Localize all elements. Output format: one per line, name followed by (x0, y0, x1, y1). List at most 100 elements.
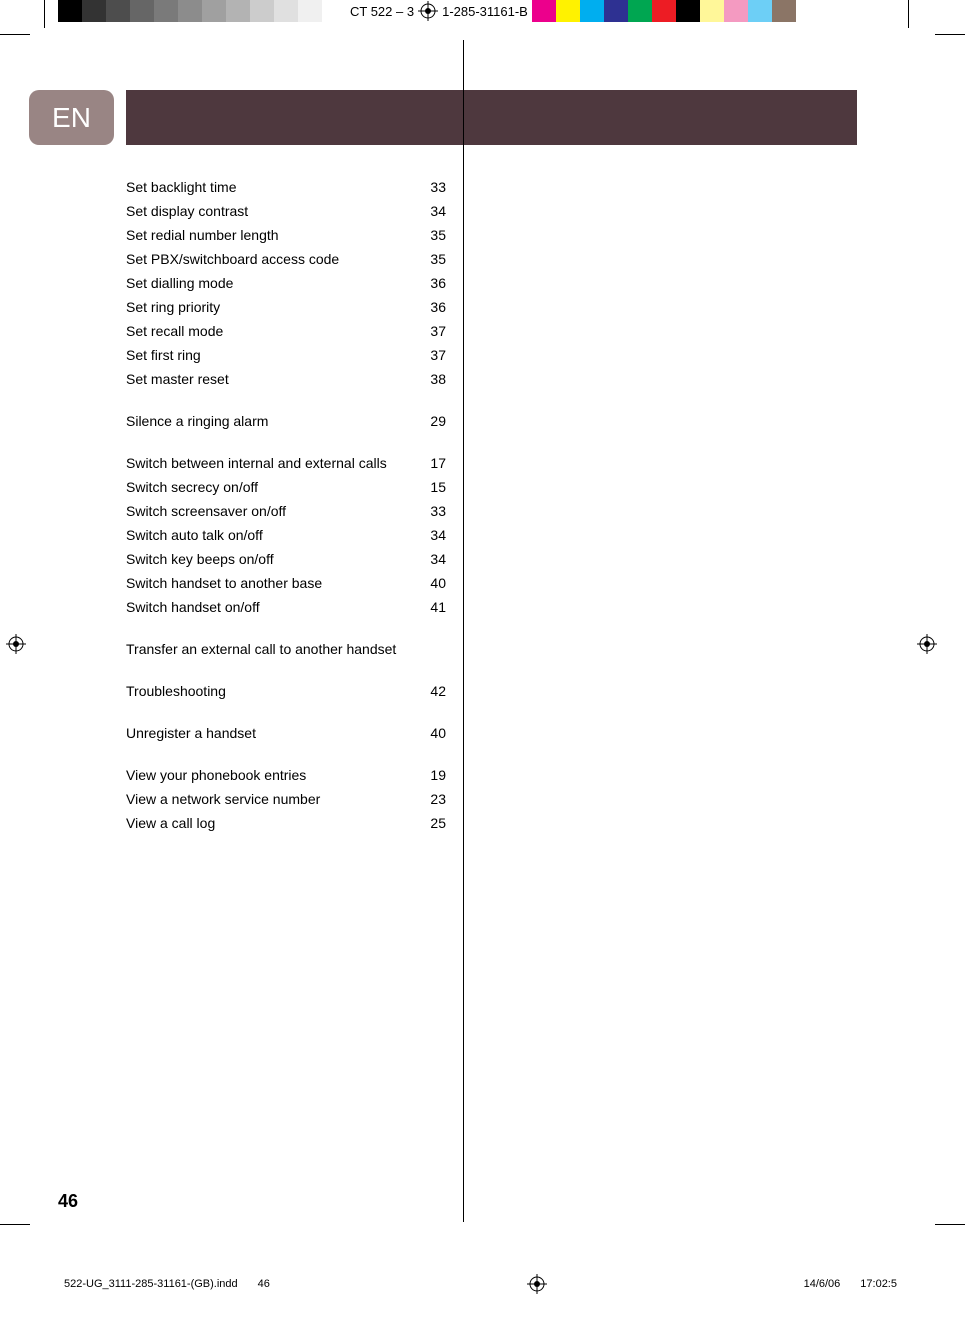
swatch (154, 0, 178, 22)
swatch (676, 0, 700, 22)
index-row: Set dialling mode36 (126, 271, 446, 295)
swatch (604, 0, 628, 22)
index-label: Switch secrecy on/off (126, 475, 416, 499)
index-row: Transfer an external call to another han… (126, 637, 446, 661)
index-group: Unregister a handset40 (126, 721, 446, 745)
index-row: Set recall mode37 (126, 319, 446, 343)
swatch (772, 0, 796, 22)
language-badge: EN (29, 90, 114, 145)
swatch (700, 0, 724, 22)
swatch (178, 0, 202, 22)
crop-mark (0, 34, 30, 64)
index-page: 29 (416, 409, 446, 433)
footer-page: 46 (258, 1278, 270, 1290)
index-page: 38 (416, 367, 446, 391)
index-label: Silence a ringing alarm (126, 409, 416, 433)
index-page (416, 637, 446, 661)
index-page: 23 (416, 787, 446, 811)
index-page: 15 (416, 475, 446, 499)
swatch (202, 0, 226, 22)
registration-mark-left (6, 634, 26, 659)
index-group: Transfer an external call to another han… (126, 637, 446, 661)
index-row: View your phonebook entries19 (126, 763, 446, 787)
swatch (748, 0, 772, 22)
index-page: 34 (416, 199, 446, 223)
index-row: Troubleshooting42 (126, 679, 446, 703)
index-page: 36 (416, 271, 446, 295)
registration-mark-icon (527, 1274, 547, 1294)
page-content: EN Set backlight time33Set display contr… (44, 40, 909, 1250)
index-label: Set display contrast (126, 199, 416, 223)
swatch (106, 0, 130, 22)
index-label: Switch handset to another base (126, 571, 416, 595)
index-label: Set ring priority (126, 295, 416, 319)
grayscale-swatches (58, 0, 346, 22)
index-label: Switch auto talk on/off (126, 523, 416, 547)
crop-mark (44, 0, 45, 28)
swatch (58, 0, 82, 22)
index-group: Switch between internal and external cal… (126, 451, 446, 619)
swatch (652, 0, 676, 22)
index-row: Set PBX/switchboard access code35 (126, 247, 446, 271)
swatch (556, 0, 580, 22)
swatch (82, 0, 106, 22)
index-row: Silence a ringing alarm29 (126, 409, 446, 433)
index-row: View a call log25 (126, 811, 446, 835)
index-page: 33 (416, 175, 446, 199)
index-label: Set master reset (126, 367, 416, 391)
index-group: Set backlight time33Set display contrast… (126, 175, 446, 391)
crop-mark (908, 0, 909, 28)
index-label: View your phonebook entries (126, 763, 416, 787)
index-page: 17 (416, 451, 446, 475)
index-page: 42 (416, 679, 446, 703)
index-label: Set dialling mode (126, 271, 416, 295)
registration-mark-right (917, 634, 937, 659)
index-row: Set master reset38 (126, 367, 446, 391)
index-label: Set recall mode (126, 319, 416, 343)
header-text-left: CT 522 – 3 (346, 4, 418, 19)
index-row: Switch screensaver on/off33 (126, 499, 446, 523)
index-page: 36 (416, 295, 446, 319)
swatch (226, 0, 250, 22)
page-number: 46 (58, 1191, 78, 1212)
index-page: 37 (416, 343, 446, 367)
swatch (130, 0, 154, 22)
color-swatches (532, 0, 796, 22)
header-bar (126, 90, 857, 145)
index-row: Switch secrecy on/off15 (126, 475, 446, 499)
swatch (724, 0, 748, 22)
index-label: Transfer an external call to another han… (126, 637, 416, 661)
index-label: View a call log (126, 811, 416, 835)
index-row: Set ring priority36 (126, 295, 446, 319)
index-label: Troubleshooting (126, 679, 416, 703)
index-page: 37 (416, 319, 446, 343)
index-page: 19 (416, 763, 446, 787)
index-group: Silence a ringing alarm29 (126, 409, 446, 433)
index-page: 40 (416, 721, 446, 745)
index-row: Switch auto talk on/off34 (126, 523, 446, 547)
footer-date: 14/6/06 (804, 1278, 841, 1290)
index-row: Switch key beeps on/off34 (126, 547, 446, 571)
index-page: 40 (416, 571, 446, 595)
index-row: View a network service number23 (126, 787, 446, 811)
crop-mark (935, 34, 965, 64)
index-label: Set first ring (126, 343, 416, 367)
index-list: Set backlight time33Set display contrast… (126, 175, 446, 853)
index-page: 33 (416, 499, 446, 523)
index-label: Set PBX/switchboard access code (126, 247, 416, 271)
index-label: Switch between internal and external cal… (126, 451, 416, 475)
crop-mark (935, 1224, 965, 1254)
index-label: Set redial number length (126, 223, 416, 247)
index-label: Set backlight time (126, 175, 416, 199)
index-page: 35 (416, 247, 446, 271)
index-group: Troubleshooting42 (126, 679, 446, 703)
index-row: Switch between internal and external cal… (126, 451, 446, 475)
swatch (298, 0, 322, 22)
column-divider (463, 40, 464, 1222)
swatch (322, 0, 346, 22)
index-row: Switch handset on/off41 (126, 595, 446, 619)
footer-time: 17:02:5 (860, 1278, 897, 1290)
index-page: 34 (416, 547, 446, 571)
index-page: 34 (416, 523, 446, 547)
print-footer: 522-UG_3111-285-31161-(GB).indd 46 14/6/… (64, 1274, 897, 1294)
